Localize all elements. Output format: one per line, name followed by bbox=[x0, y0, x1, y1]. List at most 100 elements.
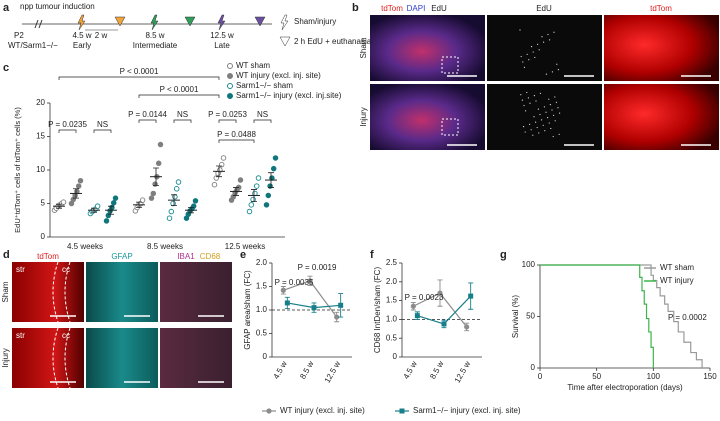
speck bbox=[559, 112, 561, 114]
speck bbox=[553, 31, 555, 33]
speck bbox=[541, 36, 543, 38]
p-value: P = 0.0253 bbox=[208, 110, 247, 119]
panel-letter: d bbox=[3, 249, 10, 261]
column-header: EdU bbox=[431, 4, 447, 13]
legend-label: Sarm1−/− sham bbox=[236, 81, 293, 90]
euthanasia-icon bbox=[184, 16, 196, 27]
image bbox=[86, 262, 158, 322]
region-label: cc bbox=[62, 331, 70, 340]
data-point bbox=[220, 155, 227, 161]
speck bbox=[526, 91, 528, 94]
x-tick-label: 100 bbox=[647, 372, 661, 381]
image bbox=[370, 15, 485, 81]
error-bar bbox=[216, 165, 222, 178]
p-value: P = 0.0002 bbox=[668, 313, 707, 322]
speck bbox=[520, 55, 522, 58]
column-header: tdTom bbox=[37, 252, 59, 261]
speck bbox=[558, 133, 560, 135]
y-tick-label: 20 bbox=[36, 98, 45, 107]
speck bbox=[555, 101, 558, 103]
speck bbox=[537, 108, 540, 110]
legend-marker bbox=[227, 83, 233, 89]
error-bar bbox=[233, 187, 239, 196]
data-point bbox=[94, 203, 101, 209]
error-bar bbox=[56, 203, 62, 209]
row-label: Sham bbox=[1, 281, 10, 302]
x-tick-label: 50 bbox=[592, 372, 601, 381]
speck bbox=[534, 56, 536, 59]
data-point bbox=[77, 177, 84, 184]
p-value: P = 0.0019 bbox=[298, 263, 337, 272]
data-point bbox=[284, 300, 290, 306]
speck bbox=[543, 41, 545, 43]
speck bbox=[552, 135, 554, 138]
error-bar bbox=[188, 207, 194, 214]
injury-icon bbox=[77, 14, 86, 31]
row-label: Sham bbox=[359, 37, 368, 58]
data-point bbox=[272, 155, 279, 161]
region-label: str bbox=[16, 265, 25, 274]
legend-label: WT sham bbox=[236, 61, 270, 70]
survival-curve bbox=[540, 264, 703, 368]
speck bbox=[533, 116, 535, 118]
y-tick-label: 1.5 bbox=[386, 296, 398, 305]
data-point bbox=[265, 192, 272, 199]
speck bbox=[551, 109, 553, 111]
error-bar bbox=[268, 172, 274, 188]
speck bbox=[533, 95, 536, 97]
legend-label: 2 h EdU + euthanasia bbox=[294, 37, 372, 46]
image bbox=[604, 84, 719, 150]
speck bbox=[532, 51, 534, 53]
row-label: Injury bbox=[1, 348, 10, 368]
column-header: EdU bbox=[536, 4, 552, 13]
data-point bbox=[248, 202, 255, 208]
data-point bbox=[250, 196, 256, 203]
data-point bbox=[172, 194, 178, 200]
speck bbox=[554, 96, 556, 98]
image bbox=[604, 15, 719, 81]
error-bar bbox=[73, 188, 79, 199]
p-value: P = 0.0023 bbox=[405, 293, 444, 302]
speck bbox=[523, 126, 525, 128]
data-point bbox=[468, 293, 474, 299]
injury-icon bbox=[280, 14, 289, 31]
speck bbox=[549, 104, 552, 106]
image bbox=[487, 84, 602, 150]
row-label: Injury bbox=[359, 107, 368, 127]
y-tick-label: 0.5 bbox=[256, 329, 268, 338]
image bbox=[86, 328, 158, 388]
data-point bbox=[148, 195, 155, 201]
stage-time: 12.5 w bbox=[210, 31, 234, 40]
speck bbox=[549, 39, 551, 41]
speck bbox=[535, 100, 537, 102]
y-tick-label: 0 bbox=[531, 363, 536, 372]
micrographs bbox=[12, 15, 719, 389]
legend-marker bbox=[266, 408, 272, 414]
speck bbox=[556, 63, 558, 65]
legend-label: Sarm1−/− injury (excl. inj. site) bbox=[413, 406, 521, 415]
timeline-label: WT/Sarm1−/− bbox=[8, 41, 58, 50]
x-tick-label: 8.5 w bbox=[298, 359, 315, 380]
legend-label: Sarm1−/− injury (excl. inj.site) bbox=[236, 91, 342, 100]
p-value: P = 0.0488 bbox=[217, 130, 256, 139]
gap-label: 2 w bbox=[95, 31, 108, 40]
legend-marker bbox=[227, 63, 233, 69]
y-tick-label: 5 bbox=[41, 199, 46, 208]
data-point bbox=[75, 183, 82, 189]
p-value: NS bbox=[257, 110, 268, 119]
speck bbox=[527, 97, 530, 99]
column-header: tdTom bbox=[650, 4, 672, 13]
speck bbox=[542, 124, 544, 126]
roi-box bbox=[441, 56, 459, 74]
panel-letter: e bbox=[240, 249, 246, 261]
x-axis-label: Time after electroporation (days) bbox=[567, 383, 683, 392]
legend-label: WT injury (excl. inj. site) bbox=[280, 406, 365, 415]
panel-letter: b bbox=[352, 2, 359, 14]
data-point bbox=[410, 303, 416, 309]
y-tick-label: 10 bbox=[36, 165, 45, 174]
data-point bbox=[150, 190, 157, 197]
bracket bbox=[173, 119, 192, 123]
legend-label: WT injury bbox=[660, 276, 694, 285]
column-header: DAPI bbox=[407, 4, 426, 13]
data-point bbox=[255, 175, 262, 181]
